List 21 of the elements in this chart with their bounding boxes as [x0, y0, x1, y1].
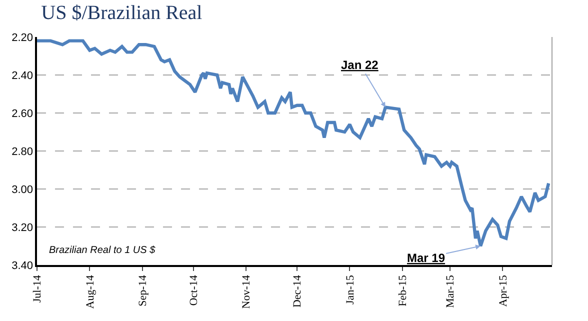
- x-tick-label: Sep-14: [136, 274, 149, 306]
- x-tick-label: Oct-14: [188, 274, 200, 306]
- y-tick-label: 3.20: [12, 222, 34, 234]
- y-tick-label: 2.60: [12, 108, 34, 120]
- x-tick-label: Aug-14: [84, 274, 96, 309]
- annotation: Mar 19: [407, 251, 446, 265]
- y-tick-label: 2.20: [12, 32, 34, 44]
- y-tick-label: 3.40: [12, 260, 34, 272]
- chart-title: US $/Brazilian Real: [41, 2, 203, 24]
- annotation: Brazilian Real to 1 US $: [49, 245, 156, 256]
- x-tick-label: Jul-14: [32, 274, 44, 303]
- x-tick-label: Nov-14: [240, 274, 253, 309]
- y-tick-label: 3.00: [12, 184, 34, 196]
- y-tick-label: 2.40: [12, 70, 34, 82]
- x-tick-label: Dec-14: [292, 274, 304, 308]
- annotation: Jan 22: [341, 58, 379, 72]
- y-tick-label: 2.80: [12, 146, 34, 158]
- x-tick-label: Jan-15: [344, 274, 356, 304]
- x-tick-label: Apr-15: [497, 274, 510, 307]
- x-tick-label: Mar-15: [444, 274, 457, 308]
- x-tick-label: Feb-15: [397, 274, 410, 306]
